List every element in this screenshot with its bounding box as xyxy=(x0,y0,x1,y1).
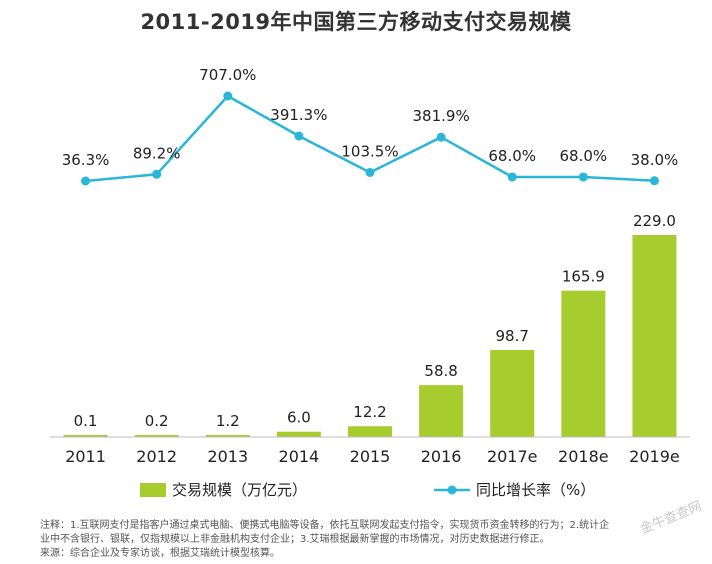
growth-value-label: 391.3% xyxy=(270,106,327,124)
growth-value-label: 381.9% xyxy=(413,107,470,125)
bar xyxy=(276,431,321,437)
x-tick-label: 2019e xyxy=(629,447,680,466)
growth-value-label: 68.0% xyxy=(488,147,536,165)
growth-point xyxy=(436,132,446,142)
growth-point xyxy=(578,172,588,182)
bar-value-label: 0.1 xyxy=(74,412,98,430)
x-tick-label: 2017e xyxy=(487,447,538,466)
growth-line-layer: 36.3% 89.2% 707.0% 391.3% 103.5% 381.9% 68.0% 6… xyxy=(62,66,679,186)
bar-value-label: 6.0 xyxy=(287,409,311,427)
bar-value-label: 58.8 xyxy=(424,362,457,380)
x-tick-label: 2018e xyxy=(558,447,609,466)
x-tick-label: 2015 xyxy=(350,447,391,466)
legend-bar-swatch xyxy=(140,483,166,497)
x-tick-label: 2016 xyxy=(421,447,462,466)
growth-point xyxy=(507,172,517,182)
bar xyxy=(348,426,392,437)
bar xyxy=(490,349,535,437)
bar xyxy=(134,435,179,437)
growth-value-label: 38.0% xyxy=(631,151,679,169)
growth-point xyxy=(365,167,375,177)
bar xyxy=(419,385,464,437)
bar xyxy=(632,235,677,437)
growth-point xyxy=(294,131,304,141)
bar xyxy=(63,435,108,437)
footnotes: 注释：1.互联网支付是指客户通过桌式电脑、便携式电脑等设备，依托互联网发起支付指… xyxy=(40,519,690,561)
growth-value-label: 707.0% xyxy=(199,66,256,84)
bar xyxy=(205,435,250,437)
bar-value-label: 229.0 xyxy=(633,212,676,230)
chart-title: 2011-2019年中国第三方移动支付交易规模 xyxy=(140,10,572,34)
bar xyxy=(561,290,606,437)
x-tick-label: 2011 xyxy=(65,447,106,466)
footnote-source: 来源：综合企业及专家访谈，根据艾瑞统计模型核算。 xyxy=(40,548,280,559)
growth-value-label: 68.0% xyxy=(560,147,608,165)
growth-point xyxy=(649,176,659,186)
growth-value-label: 103.5% xyxy=(341,142,398,160)
footnote-line-1: 注释：1.互联网支付是指客户通过桌式电脑、便携式电脑等设备，依托互联网发起支付指… xyxy=(40,520,610,531)
legend-line-label: 同比增长率（%） xyxy=(476,481,595,499)
legend-bar-label: 交易规模（万亿元） xyxy=(172,481,307,499)
legend: 交易规模（万亿元） 同比增长率（%） xyxy=(140,481,595,499)
bar-value-label: 1.2 xyxy=(216,412,240,430)
growth-value-label: 36.3% xyxy=(62,151,110,169)
bar-value-label: 165.9 xyxy=(562,268,605,286)
x-tick-label: 2013 xyxy=(207,447,248,466)
bar-value-label: 98.7 xyxy=(496,327,529,345)
footnote-line-2: 业中不含银行、银联，仅指规模以上非金融机构支付企业；3.艾瑞根据最新掌握的市场情… xyxy=(40,534,550,545)
growth-point xyxy=(223,91,233,101)
bar-layer: 0.1 0.2 1.2 6.0 12.2 58.8 98.7 165.9 229.0 xyxy=(63,212,677,437)
x-tick-label: 2012 xyxy=(136,447,177,466)
growth-point xyxy=(81,176,91,186)
legend-line-marker xyxy=(447,485,457,495)
x-tick-layer: 2011 2012 2013 2014 2015 2016 2017e 2018e 2019e xyxy=(65,447,680,466)
x-tick-label: 2014 xyxy=(279,447,320,466)
bar-value-label: 12.2 xyxy=(353,403,386,421)
bar-value-label: 0.2 xyxy=(145,412,169,430)
growth-value-label: 89.2% xyxy=(133,144,181,162)
growth-point xyxy=(152,169,162,179)
